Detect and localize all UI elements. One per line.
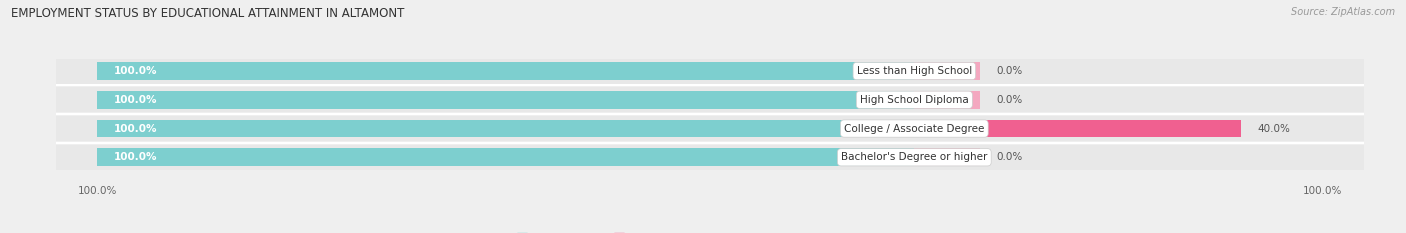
Bar: [56, 116, 1405, 141]
Text: High School Diploma: High School Diploma: [860, 95, 969, 105]
Bar: [97, 148, 914, 166]
Bar: [97, 120, 914, 137]
Bar: [914, 148, 980, 166]
Text: 100.0%: 100.0%: [114, 123, 157, 134]
Bar: [97, 91, 914, 109]
Text: Less than High School: Less than High School: [856, 66, 972, 76]
Bar: [56, 145, 1405, 170]
Text: 0.0%: 0.0%: [995, 95, 1022, 105]
Bar: [56, 58, 1405, 84]
Bar: [97, 148, 914, 166]
Text: 0.0%: 0.0%: [995, 66, 1022, 76]
Bar: [914, 120, 1241, 137]
Text: EMPLOYMENT STATUS BY EDUCATIONAL ATTAINMENT IN ALTAMONT: EMPLOYMENT STATUS BY EDUCATIONAL ATTAINM…: [11, 7, 405, 20]
Bar: [97, 120, 914, 137]
Text: 100.0%: 100.0%: [114, 95, 157, 105]
Text: Source: ZipAtlas.com: Source: ZipAtlas.com: [1291, 7, 1395, 17]
Text: 0.0%: 0.0%: [995, 152, 1022, 162]
Text: College / Associate Degree: College / Associate Degree: [844, 123, 984, 134]
Text: 100.0%: 100.0%: [114, 66, 157, 76]
Bar: [97, 62, 914, 80]
Bar: [97, 62, 914, 80]
Bar: [56, 87, 1405, 112]
Text: 100.0%: 100.0%: [114, 152, 157, 162]
Text: Bachelor's Degree or higher: Bachelor's Degree or higher: [841, 152, 987, 162]
Text: 40.0%: 40.0%: [1257, 123, 1291, 134]
Bar: [97, 91, 914, 109]
Legend: In Labor Force, Unemployed: In Labor Force, Unemployed: [513, 229, 699, 233]
Bar: [914, 91, 980, 109]
Bar: [914, 62, 980, 80]
